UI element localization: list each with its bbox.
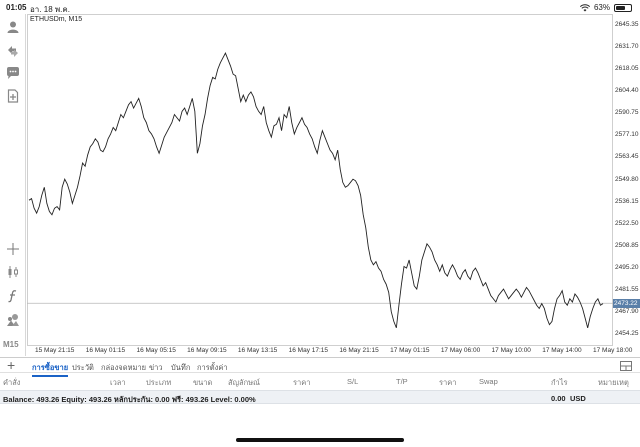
col-profit: กำไร	[551, 378, 568, 387]
price-tick-label: 2454.25	[615, 329, 639, 337]
time-tick-label: 16 May 21:15	[339, 347, 379, 354]
add-document-icon[interactable]	[4, 87, 22, 105]
price-tick-label: 2563.45	[615, 153, 639, 161]
home-indicator	[236, 438, 404, 442]
price-tick-label: 2645.35	[615, 21, 639, 29]
time-tick-label: 16 May 05:15	[136, 347, 176, 354]
time-tick-label: 17 May 10:00	[491, 347, 531, 354]
account-currency: USD	[570, 394, 586, 403]
price-tick-label: 2590.75	[615, 109, 639, 117]
price-tick-label: 2549.80	[615, 175, 639, 183]
price-tick-label: 2522.50	[615, 219, 639, 227]
price-tick-label: 2631.70	[615, 43, 639, 51]
col-type: ประเภท	[146, 378, 172, 387]
time-tick-label: 16 May 17:15	[288, 347, 329, 354]
chart-toolbar: M15	[0, 14, 26, 356]
price-tick-label: 2604.40	[615, 87, 639, 95]
status-bar: 01:05 อา. 18 พ.ค. 63%	[0, 0, 640, 14]
tab-trade[interactable]: การซื้อขาย	[32, 363, 69, 377]
time-tick-label: 16 May 13:15	[237, 347, 278, 354]
col-tp: T/P	[396, 377, 408, 386]
crosshair-icon[interactable]	[4, 240, 22, 258]
time-axis: 15 May 21:15 16 May 01:15 16 May 05:15 16 M…	[27, 345, 632, 357]
price-tick-label: 2467.90	[615, 307, 639, 315]
function-icon[interactable]	[4, 287, 22, 305]
price-tick-label: 2618.05	[615, 65, 639, 73]
price-tick-label: 2577.10	[615, 131, 639, 139]
battery-fill	[616, 5, 625, 10]
tab-settings[interactable]: การตั้งค่า	[197, 363, 228, 372]
trade-arrows-icon[interactable]	[4, 42, 22, 60]
chart-title: ETHUSDm, M15	[30, 16, 83, 23]
time-tick-label: 17 May 01:15	[390, 347, 430, 354]
time-tick-label: 17 May 18:00	[593, 347, 633, 354]
time-tick-label: 16 May 01:15	[85, 347, 126, 354]
balance-row: Balance: 493.26 Equity: 493.26 หลักประกั…	[0, 390, 640, 404]
battery-icon	[614, 3, 632, 12]
col-price: ราคา	[293, 378, 311, 387]
chat-icon[interactable]	[4, 64, 22, 82]
candlestick-icon[interactable]	[4, 263, 22, 281]
price-series-line	[28, 52, 604, 329]
time-tick-label: 16 May 09:15	[187, 347, 227, 354]
price-tick-label: 2536.15	[615, 197, 639, 205]
status-date: อา. 18 พ.ค.	[30, 5, 70, 14]
battery-percent: 63%	[593, 3, 610, 12]
status-right: 63%	[579, 3, 632, 12]
tab-history[interactable]: ประวัติ	[72, 363, 94, 372]
col-time: เวลา	[110, 378, 126, 387]
tab-journal[interactable]: บันทึก	[171, 363, 191, 372]
tab-mailbox[interactable]: กล่องจดหมาย	[101, 363, 147, 372]
price-tick-label: 2508.85	[615, 241, 639, 249]
timeframe-label[interactable]: M15	[3, 340, 19, 349]
col-volume: ขนาด	[193, 378, 213, 387]
col-order: คำสั่ง	[3, 378, 21, 387]
terminal-tabbar: + การซื้อขาย ประวัติ กล่องจดหมาย ข่าว บั…	[0, 357, 640, 377]
time-tick-label: 17 May 06:00	[440, 347, 481, 354]
price-tick-label: 2481.55	[615, 285, 639, 293]
plot-frame	[27, 14, 613, 346]
layout-icon[interactable]	[620, 361, 632, 371]
price-tick-label: 2495.20	[615, 263, 639, 271]
time-tick-label: 15 May 21:15	[35, 347, 75, 354]
status-time: 01:05	[6, 3, 27, 12]
col-symbol: สัญลักษณ์	[228, 378, 261, 387]
col-swap: Swap	[479, 377, 498, 386]
price-axis: 2645.35 2631.70 2618.05 2604.40 2590.75 2577.…	[613, 14, 640, 356]
add-order-icon[interactable]: +	[7, 357, 16, 373]
positions-column-header: คำสั่ง เวลา ประเภท ขนาด สัญลักษณ์ ราคา S…	[0, 375, 640, 387]
total-profit: 0.00	[551, 394, 566, 403]
col-sl: S/L	[347, 377, 359, 386]
price-chart[interactable]	[27, 14, 613, 356]
col-comment: หมายเหตุ	[598, 378, 629, 387]
wifi-icon	[579, 3, 590, 11]
col-current-price: ราคา	[439, 378, 457, 387]
balance-summary: Balance: 493.26 Equity: 493.26 หลักประกั…	[3, 395, 256, 404]
objects-icon[interactable]	[4, 311, 22, 329]
user-icon[interactable]	[4, 18, 22, 36]
current-price-tag: 2473.22	[613, 298, 640, 308]
time-tick-label: 17 May 14:00	[542, 347, 582, 354]
tab-news[interactable]: ข่าว	[149, 363, 163, 372]
